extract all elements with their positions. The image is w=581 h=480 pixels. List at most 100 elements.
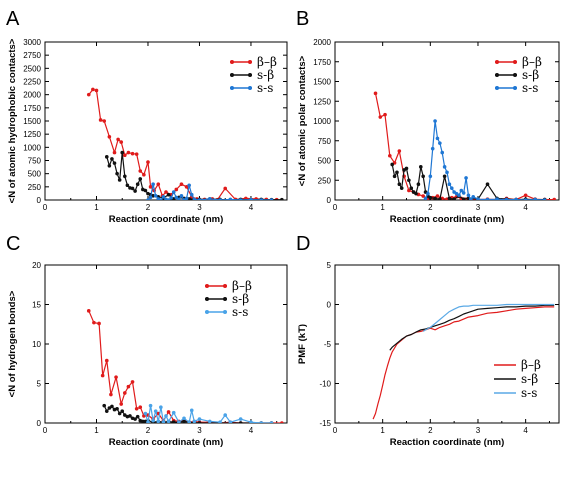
data-point xyxy=(143,411,148,416)
legend-swatch-marker xyxy=(248,73,252,77)
legend-swatch-marker xyxy=(513,86,517,90)
data-point xyxy=(187,420,191,423)
legend-label: s-β xyxy=(522,68,539,82)
data-point xyxy=(164,414,168,418)
data-point xyxy=(228,420,233,423)
y-tick-label: 250 xyxy=(318,176,332,185)
data-point xyxy=(134,406,139,411)
data-point xyxy=(115,171,119,176)
data-point xyxy=(464,176,468,180)
data-point xyxy=(182,419,186,423)
data-point xyxy=(416,182,421,186)
series-line-3 xyxy=(422,303,555,332)
legend-label: β–β xyxy=(232,279,252,293)
data-point xyxy=(485,182,490,186)
data-point xyxy=(407,188,411,193)
data-point xyxy=(174,195,179,200)
y-tick-label: 1250 xyxy=(23,130,41,139)
data-point xyxy=(117,178,122,182)
data-point xyxy=(151,193,155,198)
data-point xyxy=(107,135,112,139)
data-point xyxy=(189,192,194,197)
y-tick-label: 2500 xyxy=(23,64,41,73)
y-tick-label: 750 xyxy=(28,157,42,166)
y-tick-label: 1750 xyxy=(23,104,41,113)
y-tick-label: 0 xyxy=(37,419,42,428)
data-point xyxy=(228,197,233,200)
y-tick-label: -10 xyxy=(319,380,331,389)
data-point xyxy=(110,404,114,409)
y-axis-title: <N of atomic hydrophobic contacts> xyxy=(7,38,18,203)
data-point xyxy=(166,192,171,197)
data-point xyxy=(461,191,466,195)
x-tick-label: 0 xyxy=(43,203,48,212)
data-point xyxy=(421,194,425,198)
data-point xyxy=(238,198,243,200)
data-point xyxy=(123,391,127,395)
data-point xyxy=(130,186,135,191)
legend-swatch-marker xyxy=(205,297,209,301)
y-axis-title: PMF (kT) xyxy=(297,324,308,364)
data-point xyxy=(428,195,433,200)
data-point xyxy=(404,166,409,171)
legend: β–βs-βs-s xyxy=(495,55,542,95)
series-group xyxy=(373,91,557,200)
y-tick-label: 10 xyxy=(32,340,41,349)
legend: β–βs-βs-s xyxy=(230,55,277,95)
data-point xyxy=(184,185,189,189)
data-point xyxy=(123,413,127,417)
data-point xyxy=(177,197,181,200)
data-point xyxy=(153,193,158,198)
legend-swatch-marker xyxy=(223,297,227,301)
data-point xyxy=(86,92,91,97)
data-point xyxy=(187,183,191,188)
panel-letter: A xyxy=(6,8,20,30)
panel-c: C 0 1 2 3 4 0 5 10 15 20 Reaction coordinate (nm) <N… xyxy=(6,233,288,448)
data-point xyxy=(495,197,499,200)
y-tick-label: 0 xyxy=(37,196,42,205)
data-point xyxy=(130,151,135,156)
y-tick-label: 1000 xyxy=(313,117,331,126)
x-tick-label: 1 xyxy=(380,203,385,212)
legend-label: s-β xyxy=(257,68,274,82)
series-line-2 xyxy=(106,152,282,200)
legend-swatch-marker xyxy=(248,60,252,64)
legend-swatch-marker xyxy=(495,86,499,90)
data-point xyxy=(141,419,145,423)
data-point xyxy=(179,182,184,186)
x-tick-label: 4 xyxy=(249,426,254,435)
data-point xyxy=(438,197,442,200)
panel-d: D 0 1 2 3 4 -15 -10 -5 0 5 Reaction coordinate (nm)… xyxy=(296,233,560,448)
data-point xyxy=(107,163,112,168)
data-point xyxy=(249,197,253,200)
data-point xyxy=(117,411,122,416)
data-point xyxy=(159,405,163,410)
x-tick-label: 0 xyxy=(333,203,338,212)
data-point xyxy=(119,402,124,406)
data-point xyxy=(151,418,155,423)
data-point xyxy=(126,150,131,155)
data-point xyxy=(426,191,430,196)
data-point xyxy=(104,409,109,413)
data-point xyxy=(197,417,202,421)
legend: β–βs-βs-s xyxy=(205,279,252,319)
data-point xyxy=(223,413,228,417)
x-axis-title: Reaction coordinate (nm) xyxy=(390,214,505,225)
data-point xyxy=(485,197,490,200)
y-tick-label: 1250 xyxy=(313,97,331,106)
data-point xyxy=(207,197,212,200)
y-axis-title: <N of atomic polar contacts> xyxy=(297,55,308,186)
series-group xyxy=(86,87,284,200)
x-tick-label: 3 xyxy=(197,203,202,212)
data-point xyxy=(130,380,135,384)
x-tick-label: 3 xyxy=(476,203,481,212)
y-tick-label: 2250 xyxy=(23,78,41,87)
data-point xyxy=(123,174,127,179)
y-tick-label: -5 xyxy=(324,340,332,349)
x-tick-label: 0 xyxy=(333,426,338,435)
data-point xyxy=(102,119,107,123)
data-point xyxy=(435,194,440,198)
x-tick-label: 3 xyxy=(476,426,481,435)
data-point xyxy=(107,406,112,410)
